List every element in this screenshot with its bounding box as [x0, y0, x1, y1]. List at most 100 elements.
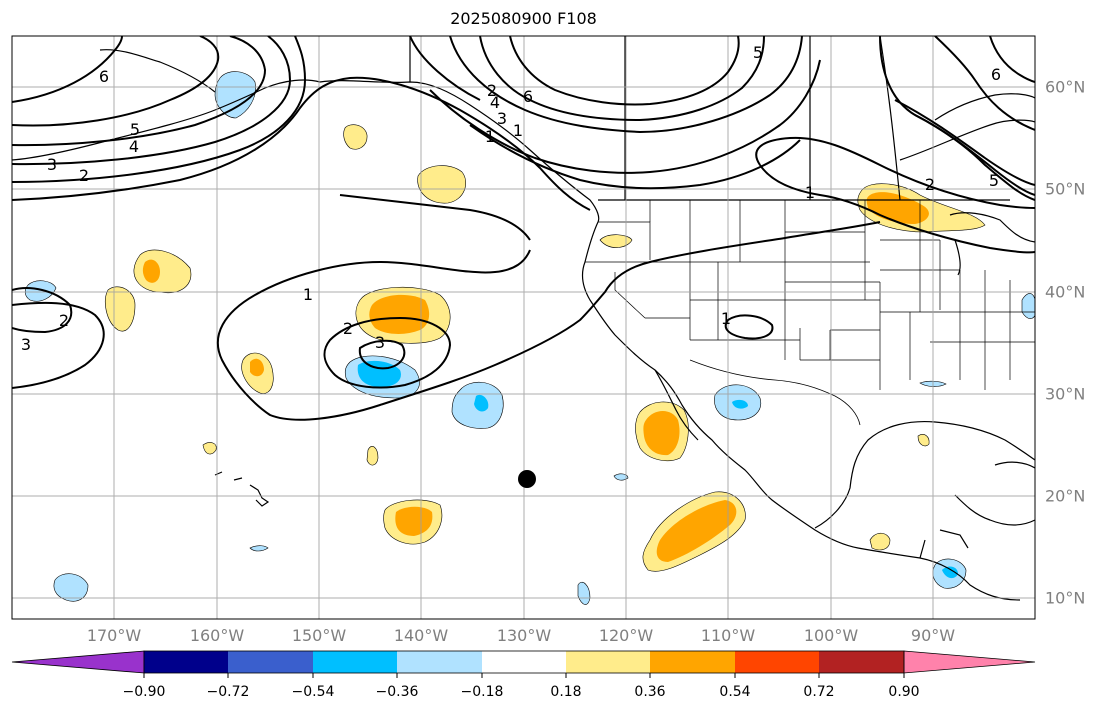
anomaly-patch	[869, 532, 891, 551]
contour-label: 2	[925, 175, 935, 194]
contour-line	[469, 124, 801, 190]
lon-tick-label: 170°W	[86, 626, 142, 645]
lat-tick-label: 40°N	[1045, 282, 1086, 302]
anomaly-patch	[732, 399, 748, 409]
colorbar-segment	[566, 651, 650, 673]
lat-tick-label: 60°N	[1045, 77, 1086, 97]
anomaly-patch	[142, 259, 160, 283]
anomaly-patch	[577, 581, 591, 605]
anomaly-patch	[599, 234, 633, 248]
contour-label: 6	[99, 67, 109, 86]
contour-line	[894, 99, 1035, 186]
lon-tick-label: 130°W	[496, 626, 552, 645]
colorbar	[11, 650, 1036, 678]
contour-label: 2	[487, 81, 497, 100]
contour-line	[759, 164, 1035, 254]
colorbar-segment	[482, 651, 566, 673]
contour-label: 1	[303, 285, 313, 304]
colorbar-segment	[313, 651, 397, 673]
lon-tick-label: 120°W	[598, 626, 654, 645]
lon-tick-label: 160°W	[189, 626, 245, 645]
colorbar-segment	[735, 651, 819, 673]
anomaly-patch	[249, 545, 269, 552]
contour-line	[479, 36, 765, 122]
contour-line	[323, 316, 452, 389]
contour-label: 3	[375, 333, 385, 352]
colorbar-tick-label: −0.36	[375, 684, 419, 700]
contour-label: 5	[753, 43, 763, 62]
contour-line	[12, 36, 267, 147]
contour-label: 4	[129, 137, 139, 156]
anomaly-patch	[366, 446, 379, 466]
contour-label: 1	[513, 121, 523, 140]
lon-tick-label: 150°W	[291, 626, 347, 645]
contour-line	[429, 59, 821, 174]
contour-line	[12, 36, 220, 127]
contour-label: 5	[130, 120, 140, 139]
contour-line	[12, 36, 123, 103]
contour-label: 6	[523, 87, 533, 106]
anomaly-patch	[24, 280, 57, 302]
contour-line	[724, 314, 774, 340]
anomaly-patch	[133, 249, 192, 294]
contour-label: 1	[485, 127, 495, 146]
storm-position-marker	[518, 470, 536, 488]
anomaly-patch	[643, 411, 680, 456]
contour-line	[509, 36, 740, 106]
colorbar-segment	[144, 651, 228, 673]
contour-label: 3	[497, 109, 507, 128]
lat-tick-label: 50°N	[1045, 179, 1086, 199]
colorbar-segment	[819, 651, 904, 673]
anomaly-patch	[369, 294, 430, 334]
lat-tick-label: 20°N	[1045, 486, 1086, 506]
anomaly-patch	[343, 124, 368, 150]
contour-label: 2	[343, 319, 353, 338]
anomaly-patch	[395, 506, 433, 536]
contour-line	[12, 301, 105, 389]
lon-tick-label: 100°W	[803, 626, 859, 645]
contour-line	[989, 36, 1035, 83]
contour-line	[358, 339, 406, 370]
colorbar-extend-low	[11, 650, 145, 674]
contour-line	[449, 36, 803, 134]
lon-tick-label: 140°W	[393, 626, 449, 645]
contour-line	[914, 114, 1035, 196]
lon-tick-label: 110°W	[700, 626, 756, 645]
contour-label: 3	[21, 335, 31, 354]
contour-lines	[12, 36, 1035, 421]
anomaly-patch	[917, 434, 930, 447]
contour-label: 2	[79, 166, 89, 185]
anomaly-patch	[105, 286, 136, 332]
colorbar-tick-label: 0.54	[719, 684, 751, 700]
lat-tick-label: 10°N	[1045, 588, 1086, 608]
contour-line	[12, 36, 292, 166]
colorbar-segment	[228, 651, 313, 673]
colorbar-segment	[650, 651, 735, 673]
contour-label: 6	[991, 65, 1001, 84]
contour-label: 2	[59, 311, 69, 330]
colorbar-tick-label: −0.54	[291, 684, 335, 700]
anomaly-patch	[1021, 293, 1035, 319]
contour-label: 1	[805, 183, 815, 202]
contour-label: 4	[490, 93, 500, 112]
contour-line	[12, 287, 73, 334]
anomaly-patch	[474, 394, 489, 412]
anomaly-patch	[656, 500, 737, 562]
contour-line	[339, 194, 531, 241]
anomaly-patch	[417, 165, 466, 204]
colorbar-tick-label: 0.90	[888, 684, 920, 700]
contour-label: 5	[989, 171, 999, 190]
contour-label: 1	[721, 309, 731, 328]
map-title: 2025080900 F108	[450, 9, 597, 28]
colorbar-segment	[397, 651, 482, 673]
contour-line	[12, 36, 307, 183]
contour-line	[755, 136, 1035, 209]
colorbar-tick-label: −0.90	[122, 684, 166, 700]
contour-label: 3	[47, 155, 57, 174]
contour-labels: 6 5 4 3 2 1 6 5 4 3 2 1 6 5 2 1 1 2 3 1 …	[21, 43, 1001, 354]
anomaly-patch	[613, 473, 629, 481]
colorbar-tick-label: 0.72	[803, 684, 835, 700]
colorbar-tick-label: 0.36	[634, 684, 666, 700]
contour-line	[409, 36, 481, 101]
